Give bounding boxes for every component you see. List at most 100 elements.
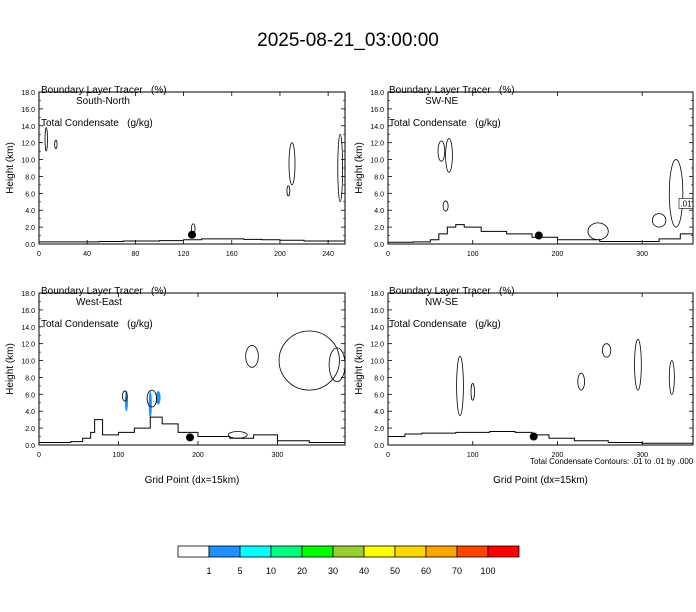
- x-tick-label: 100: [467, 251, 479, 258]
- condensate-contour: [634, 339, 642, 391]
- plot-contents: [39, 127, 345, 243]
- y-tick-label: 18.0: [21, 291, 35, 298]
- colorbar-swatch: [363, 545, 396, 558]
- plot-frame: [38, 91, 346, 245]
- condensate-contour: [456, 355, 464, 416]
- colorbar-swatch: [332, 545, 365, 558]
- y-tick-label: 18.0: [370, 90, 384, 97]
- terrain-profile: [388, 430, 693, 444]
- plot-contents: .01: [388, 138, 693, 243]
- y-tick-label: 4.0: [374, 409, 384, 416]
- colorbar-swatch: [208, 545, 241, 558]
- y-tick-label: 12.0: [21, 342, 35, 349]
- colorbar-swatch: [239, 545, 272, 558]
- plot-contents: [388, 339, 693, 444]
- y-tick-label: 14.0: [21, 124, 35, 131]
- condensate-contour: [470, 382, 475, 401]
- terrain-profile: [39, 416, 345, 443]
- y-tick-label: 4.0: [374, 208, 384, 215]
- condensate-contour: [245, 344, 259, 368]
- y-tick-label: 6.0: [25, 191, 35, 198]
- y-tick-label: 6.0: [25, 392, 35, 399]
- x-tick-label: 100: [113, 452, 125, 459]
- colorbar-label: 40: [359, 566, 369, 576]
- y-tick-label: 14.0: [370, 124, 384, 131]
- colorbar-label: 100: [480, 566, 495, 576]
- y-tick-label: 16.0: [21, 107, 35, 114]
- y-tick-label: 6.0: [374, 191, 384, 198]
- y-tick-label: 14.0: [370, 325, 384, 332]
- x-tick-label: 0: [37, 251, 41, 258]
- condensate-contour: [278, 330, 340, 391]
- panel-title-south-north: Boundary Layer Tracer (%) Total Condensa…: [41, 63, 167, 151]
- y-tick-label: 8.0: [25, 375, 35, 382]
- y-axis-label: Height (km): [5, 343, 16, 395]
- y-tick-label: 16.0: [370, 308, 384, 315]
- colorbar-swatch: [177, 545, 210, 558]
- panel-title-line1: Boundary Layer Tracer (%): [41, 85, 167, 96]
- condensate-contour: [668, 360, 675, 395]
- location-marker: [186, 433, 195, 442]
- y-tick-label: 2.0: [25, 225, 35, 232]
- x-tick-label: 0: [37, 452, 41, 459]
- condensate-contour: [442, 200, 449, 212]
- y-tick-label: 12.0: [370, 342, 384, 349]
- main-title: 2025-08-21_03:00:00: [257, 30, 439, 51]
- x-axis-label: Grid Point (dx=15km): [145, 475, 240, 486]
- plot-frame: [387, 292, 694, 446]
- x-tick-label: 200: [274, 251, 286, 258]
- y-axis-label: Height (km): [354, 142, 365, 194]
- colorbar-label: 50: [390, 566, 400, 576]
- plot-contents: [39, 330, 345, 443]
- condensate-contour: [651, 213, 667, 228]
- x-tick-label: 300: [272, 452, 284, 459]
- panel-title-line2: Total Condensate (g/kg): [389, 118, 501, 129]
- panel-title-line1: Boundary Layer Tracer (%): [389, 85, 515, 96]
- tracer-shading: [155, 390, 161, 405]
- colorbar-label: 20: [297, 566, 307, 576]
- contour-footnote: Total Condensate Contours: .01 to .01 by…: [530, 457, 694, 466]
- x-tick-label: 300: [636, 452, 648, 459]
- y-tick-label: 10.0: [21, 359, 35, 366]
- condensate-contour: [577, 372, 585, 391]
- panel-nw-se: 0.0 2.0 4.0 6.0 8.0 10.0 12.0 14.0 16.0 18.0 0 100 2…: [354, 291, 694, 486]
- tracer-shading: [148, 390, 152, 418]
- condensate-contour: [288, 142, 296, 186]
- y-tick-label: 4.0: [25, 208, 35, 215]
- y-tick-label: 8.0: [374, 174, 384, 181]
- location-marker: [534, 231, 543, 240]
- y-tick-label: 12.0: [21, 141, 35, 148]
- x-tick-label: 240: [322, 251, 334, 258]
- panel-title-line1: Boundary Layer Tracer (%): [389, 286, 515, 297]
- condensate-contour: [668, 159, 684, 228]
- x-tick-label: 300: [636, 251, 648, 258]
- panel-direction-label: West-East: [76, 297, 122, 308]
- location-marker: [529, 432, 538, 441]
- colorbar-label: 10: [266, 566, 276, 576]
- y-tick-label: 0.0: [25, 242, 35, 249]
- y-tick-label: 4.0: [25, 409, 35, 416]
- x-tick-label: 0: [386, 251, 390, 258]
- y-tick-label: 6.0: [374, 392, 384, 399]
- x-tick-label: 200: [192, 452, 204, 459]
- panel-direction-label: SW-NE: [425, 96, 458, 107]
- panel-south-north: 0.0 2.0 4.0 6.0 8.0 10.0 12.0 14.0 16.0 18.0 0 40 80…: [5, 90, 346, 258]
- condensate-contour: [44, 127, 48, 152]
- condensate-contour: [445, 138, 453, 173]
- y-tick-label: 0.0: [374, 242, 384, 249]
- panel-title-line2: Total Condensate (g/kg): [41, 118, 153, 129]
- x-tick-label: 80: [131, 251, 139, 258]
- y-axis-label: Height (km): [354, 343, 365, 395]
- condensate-contour: [146, 389, 158, 408]
- panel-sw-ne: .01 0.0 2.0 4.0 6.0 8.0 10.0 12.0 14.0 16.0 18.0 0 1…: [354, 90, 694, 258]
- y-tick-label: 10.0: [370, 359, 384, 366]
- y-tick-label: 16.0: [21, 308, 35, 315]
- x-axis-label: Grid Point (dx=15km): [493, 475, 588, 486]
- colorbar-swatch: [394, 545, 427, 558]
- panel-title-line2: Total Condensate (g/kg): [389, 319, 501, 330]
- x-tick-label: 0: [386, 452, 390, 459]
- plot-frame: [387, 91, 694, 245]
- x-tick-label: 40: [83, 251, 91, 258]
- panel-title-west-east: Boundary Layer Tracer (%) Total Condensa…: [41, 264, 167, 352]
- x-tick-label: 200: [552, 251, 564, 258]
